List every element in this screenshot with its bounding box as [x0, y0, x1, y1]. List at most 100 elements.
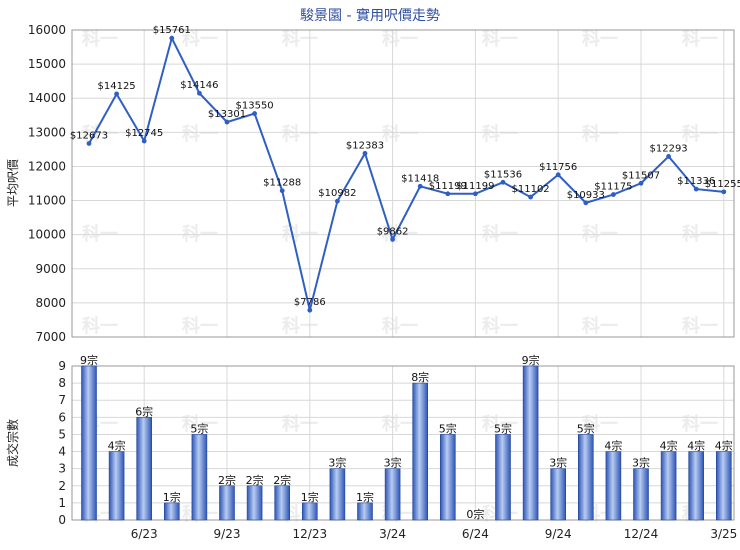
watermark-text: 科一	[582, 315, 618, 337]
line-chart-y-tick-label: 16000	[28, 23, 66, 37]
transaction-bar-label: 3宗	[549, 456, 567, 470]
x-tick-label: 9/24	[545, 527, 572, 541]
transaction-bar	[550, 468, 567, 521]
transaction-bar-label: 3宗	[632, 456, 650, 470]
transaction-bar	[412, 382, 429, 521]
transaction-bars	[81, 365, 732, 521]
bar-chart-plot-frame	[71, 365, 735, 521]
shared-x-axis: 6/23 9/23 12/23 3/24 6/24 9/24 12/24 3/25	[131, 527, 738, 541]
price-data-label: $13301	[208, 109, 246, 120]
watermark-text: 科一	[182, 315, 218, 337]
watermark-text: 科一	[482, 28, 518, 50]
bar-chart-y-tick-label: 9	[58, 359, 66, 373]
price-data-label: $14125	[98, 81, 136, 92]
x-tick-label: 12/24	[624, 527, 659, 541]
price-data-label: $11288	[263, 178, 301, 189]
price-data-label: $11199	[429, 181, 467, 192]
price-point	[114, 91, 119, 97]
line-chart-y-tick-label: 8000	[35, 296, 66, 310]
watermark-text: 科一	[182, 223, 218, 245]
transaction-bar	[605, 451, 622, 521]
transaction-bar	[495, 434, 511, 521]
x-tick-label: 9/23	[214, 527, 241, 541]
watermark-text: 科一	[682, 223, 718, 245]
price-data-label: $11255	[705, 179, 740, 190]
transaction-bar	[246, 485, 263, 521]
watermark-text: 科一	[182, 123, 218, 145]
transaction-bar	[164, 502, 180, 521]
transaction-bar	[191, 434, 208, 521]
line-chart-plot-frame	[71, 29, 735, 338]
x-tick-label: 3/25	[710, 527, 737, 541]
bar-chart-y-tick-label: 6	[58, 410, 66, 424]
line-chart-y-tick-label: 14000	[28, 91, 66, 105]
bar-chart-y-tick-label: 2	[58, 479, 66, 493]
price-point	[197, 90, 202, 96]
line-chart-y-tick-label: 13000	[28, 125, 66, 139]
price-point	[169, 35, 175, 41]
transaction-bar	[633, 468, 649, 521]
price-data-label: $11507	[622, 170, 660, 181]
transaction-bar-label: 9宗	[80, 353, 98, 367]
bar-chart-y-axis: 0 1 2 3 4 5 6 7 8 9	[58, 359, 66, 527]
transaction-bar	[108, 451, 125, 521]
transaction-bar-label: 6宗	[135, 404, 153, 418]
transaction-bar	[522, 365, 539, 521]
watermark-text: 科一	[82, 28, 118, 50]
price-point	[473, 191, 478, 197]
transaction-bar	[384, 468, 401, 521]
price-data-label: $10982	[318, 188, 356, 199]
watermark-text: 科一	[82, 315, 118, 337]
price-data-label: $11175	[594, 182, 632, 193]
transaction-bar-label: 1宗	[301, 490, 319, 504]
price-data-label: $14146	[180, 80, 218, 91]
transaction-bar	[274, 485, 291, 521]
watermark-text: 科一	[682, 28, 718, 50]
transaction-bar-label: 5宗	[577, 421, 595, 435]
transaction-bar-label: 9宗	[522, 353, 540, 367]
price-line-series	[86, 35, 727, 313]
transaction-bar	[660, 451, 677, 521]
transaction-bar-label: 2宗	[218, 473, 236, 487]
price-point	[583, 200, 589, 206]
watermark-text: 科一	[682, 123, 718, 145]
price-point	[390, 236, 395, 242]
line-chart-grid	[72, 29, 734, 338]
price-point	[555, 172, 561, 178]
price-point	[500, 179, 506, 185]
transaction-bar-label: 5宗	[190, 421, 208, 435]
watermark-text: 科一	[582, 413, 618, 435]
price-point	[638, 180, 644, 186]
bar-chart-y-tick-label: 8	[58, 376, 66, 390]
x-tick-label: 6/24	[462, 527, 489, 541]
price-point	[445, 191, 451, 197]
price-point	[417, 183, 423, 189]
transaction-bar	[219, 485, 235, 521]
price-point	[693, 186, 699, 192]
transaction-bar-label: 4宗	[108, 439, 126, 453]
watermark-text: 科一	[382, 123, 418, 145]
transaction-bar-label: 2宗	[246, 473, 264, 487]
transaction-bar-label: 1宗	[163, 490, 181, 504]
price-point	[307, 307, 313, 313]
watermark-text: 科一	[382, 413, 418, 435]
transaction-bar	[329, 468, 346, 521]
price-data-label: $9862	[377, 226, 409, 237]
price-data-label: $11418	[401, 173, 439, 184]
transaction-bar-label: 4宗	[660, 439, 678, 453]
transaction-bar-label: 4宗	[687, 439, 705, 453]
price-line	[88, 35, 724, 311]
price-point	[721, 189, 727, 195]
watermark-text: 科一	[282, 413, 318, 435]
price-point	[666, 154, 671, 159]
transaction-bar	[715, 451, 732, 521]
watermark-text: 科一	[482, 315, 518, 337]
watermark-text: 科一	[682, 315, 718, 337]
line-chart-y-axis: 7000 8000 9000 10000 11000 12000 13000 14000 150…	[28, 23, 66, 344]
price-data-label: $12383	[346, 140, 384, 151]
watermark-text: 科一	[482, 223, 518, 245]
price-point	[335, 198, 340, 204]
watermark-text: 科一	[482, 123, 518, 145]
transaction-bar-label: 3宗	[328, 456, 346, 470]
